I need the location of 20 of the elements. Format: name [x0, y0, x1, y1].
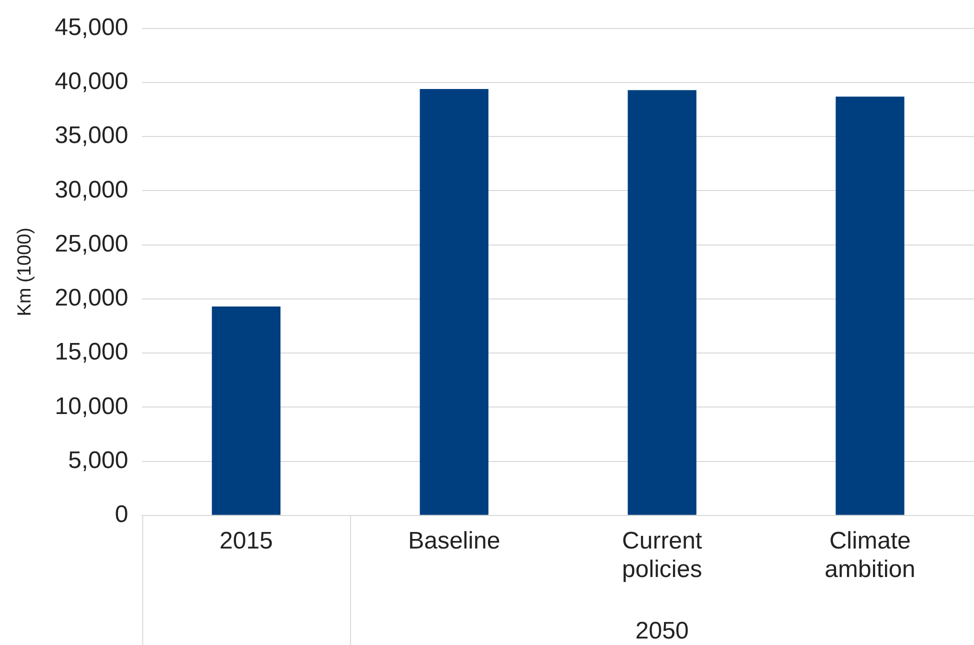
y-tick-label: 5,000: [68, 446, 128, 474]
y-axis-title: Km (1000): [14, 228, 36, 316]
bar: [212, 306, 280, 515]
x-tick-label: Baseline: [408, 527, 500, 554]
bar: [628, 90, 696, 515]
y-tick-label: 35,000: [54, 122, 128, 150]
bar: [420, 89, 488, 515]
bar: [836, 96, 904, 515]
y-tick-label: 25,000: [54, 230, 128, 258]
x-tick-label: 2015: [219, 527, 273, 554]
x-tick-label: Current policies: [622, 527, 702, 584]
y-tick-label: 0: [114, 501, 128, 528]
x-tick-label: Climate ambition: [824, 527, 916, 584]
y-tick-label: 20,000: [54, 284, 128, 312]
y-tick-label: 40,000: [54, 68, 128, 96]
y-tick-label: 30,000: [54, 176, 128, 204]
y-tick-label: 15,000: [54, 338, 128, 366]
y-tick-label: 10,000: [54, 392, 128, 420]
y-tick-label: 45,000: [54, 14, 128, 42]
text: 2050: [635, 618, 689, 645]
